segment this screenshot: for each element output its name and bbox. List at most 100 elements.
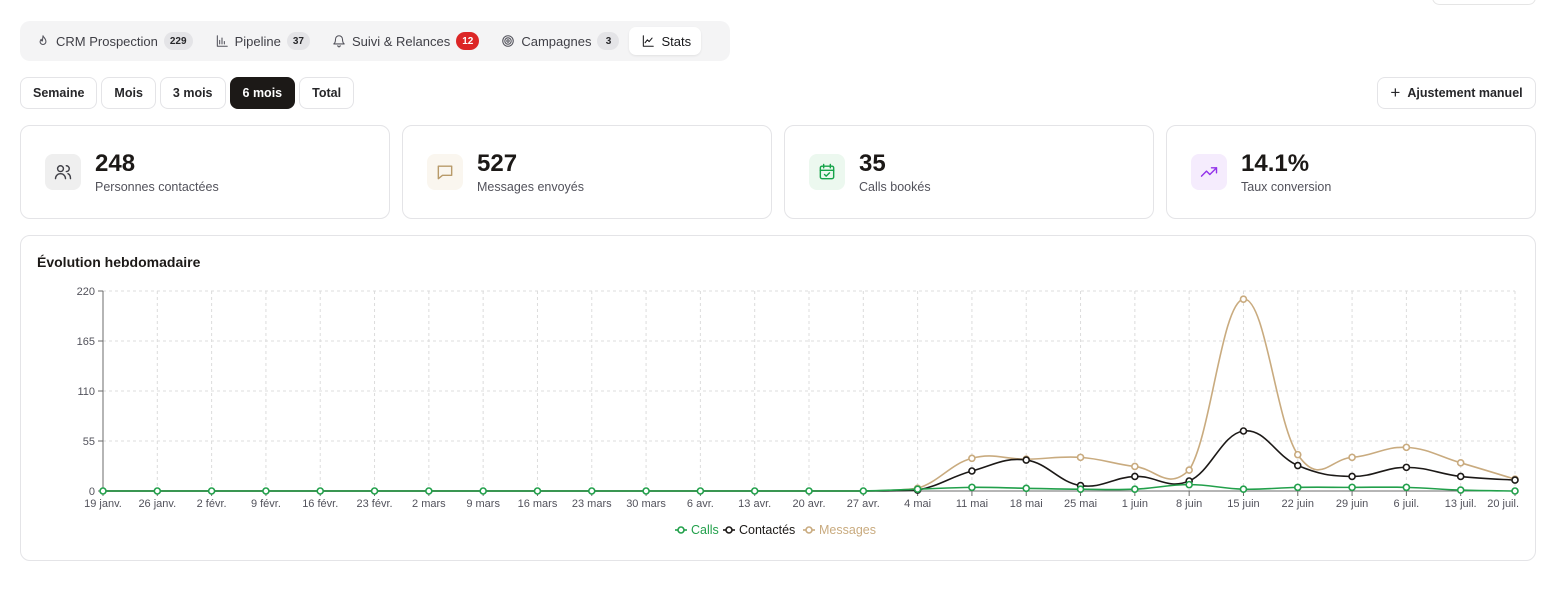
tab-label: Suivi & Relances — [351, 33, 451, 49]
kpi-label: Personnes contactées — [95, 180, 219, 194]
x-tick-label: 25 mai — [1064, 498, 1097, 510]
x-tick-label: 22 juin — [1282, 498, 1314, 510]
period-6-mois-button[interactable]: 6 mois — [229, 77, 296, 109]
kpi-value: 248 — [95, 150, 136, 177]
line-chart-icon — [643, 35, 655, 47]
data-point — [1511, 487, 1519, 495]
data-point — [1022, 484, 1031, 493]
x-tick-label: 6 juil. — [1394, 498, 1420, 510]
kpi-card-contacted: 248 Personnes contactées — [20, 125, 390, 219]
data-point — [1239, 485, 1248, 493]
tab-pipeline[interactable]: Pipeline 37 — [203, 27, 320, 55]
kpi-label: Calls bookés — [859, 180, 931, 194]
data-point — [1348, 483, 1356, 492]
y-tick-label: 55 — [83, 436, 95, 448]
count-badge: 12 — [456, 32, 480, 50]
data-point — [1131, 472, 1139, 481]
data-point — [1456, 459, 1465, 467]
data-point — [1185, 466, 1193, 474]
y-tick-label: 165 — [77, 336, 95, 348]
plus-icon: + — [1390, 82, 1401, 102]
data-point — [1239, 295, 1248, 303]
data-point — [1131, 462, 1139, 471]
data-point — [99, 487, 107, 495]
bar-chart-icon — [216, 35, 228, 47]
x-tick-label: 2 mars — [412, 498, 446, 510]
data-point — [479, 487, 487, 495]
x-tick-label: 1 juin — [1122, 498, 1148, 510]
data-point — [1456, 486, 1465, 494]
y-tick-label: 0 — [89, 486, 95, 498]
data-point — [1293, 450, 1302, 459]
count-badge: 229 — [163, 32, 193, 50]
target-icon — [502, 35, 515, 47]
trending-up-icon — [1191, 154, 1227, 190]
data-point — [1239, 427, 1248, 435]
data-point — [1185, 480, 1193, 489]
x-tick-label: 9 mars — [466, 498, 500, 510]
kpi-label: Messages envoyés — [477, 180, 585, 194]
x-tick-label: 16 févr. — [302, 498, 338, 510]
legend-label: Contactés — [739, 523, 795, 537]
tab-label: CRM Prospection — [56, 33, 158, 49]
data-point — [587, 487, 596, 495]
data-point — [1293, 483, 1302, 492]
x-tick-label: 9 févr. — [251, 498, 281, 510]
data-point — [968, 483, 976, 492]
data-point — [1402, 463, 1411, 472]
calendar-check-icon — [809, 154, 845, 190]
main-tabs: CRM Prospection 229 Pipeline 37 Suivi & … — [20, 21, 730, 61]
x-tick-label: 13 avr. — [738, 498, 771, 510]
x-tick-label: 26 janv. — [138, 498, 176, 510]
weekly-evolution-chart: 0 55 110 165 220 19 janv. 26 janv. 2 févr. 9 fév… — [77, 286, 1519, 537]
data-point — [425, 487, 433, 495]
data-point — [1456, 472, 1465, 481]
tab-stats[interactable]: Stats — [629, 27, 702, 55]
tab-label: Stats — [661, 33, 692, 49]
period-semaine-button[interactable]: Semaine — [20, 77, 98, 109]
y-tick-label: 220 — [77, 286, 95, 298]
count-badge: 3 — [597, 32, 620, 50]
tab-crm-prospection[interactable]: CRM Prospection 229 — [24, 27, 203, 55]
tab-campagnes[interactable]: Campagnes 3 — [489, 27, 629, 55]
period-filter: Semaine Mois 3 mois 6 mois Total — [20, 77, 355, 109]
data-point — [968, 467, 976, 475]
x-tick-label: 27 avr. — [847, 498, 880, 510]
chart-title: Évolution hebdomadaire — [37, 254, 201, 270]
legend-marker — [805, 526, 813, 534]
data-point — [1076, 453, 1085, 462]
data-point — [1131, 485, 1139, 493]
period-total-button[interactable]: Total — [299, 77, 355, 109]
data-point — [1511, 476, 1519, 484]
data-point — [696, 487, 705, 495]
data-point — [1076, 485, 1085, 493]
manual-adjustment-button[interactable]: + Ajustement manuel — [1377, 77, 1536, 109]
data-point — [1402, 443, 1411, 452]
tab-suivi-relances[interactable]: Suivi & Relances 12 — [320, 27, 489, 55]
x-tick-label: 23 févr. — [356, 498, 392, 510]
kpi-value: 527 — [477, 150, 518, 177]
period-3-mois-button[interactable]: 3 mois — [159, 77, 226, 109]
data-point — [750, 487, 759, 495]
data-point — [153, 487, 162, 495]
message-icon — [427, 154, 463, 190]
legend-marker — [725, 526, 733, 534]
kpi-card-messages: 527 Messages envoyés — [402, 125, 772, 219]
count-badge: 37 — [286, 32, 310, 50]
weekly-evolution-card: Évolution hebdomadaire 0 55 110 165 220 19 ja… — [20, 235, 1536, 561]
x-tick-label: 16 mars — [518, 498, 558, 510]
x-tick-label: 15 juin — [1227, 498, 1259, 510]
data-point — [370, 487, 379, 495]
data-point — [207, 487, 216, 495]
data-point — [913, 485, 922, 493]
x-tick-label: 2 févr. — [197, 498, 227, 510]
data-point — [1293, 461, 1302, 470]
kpi-value: 35 — [859, 150, 886, 177]
x-tick-label: 11 mai — [956, 498, 988, 510]
data-point — [1348, 472, 1356, 481]
x-tick-label: 6 avr. — [687, 498, 714, 510]
period-mois-button[interactable]: Mois — [101, 77, 156, 109]
top-right-control[interactable] — [1432, 0, 1536, 5]
data-point — [968, 454, 976, 463]
legend-label: Messages — [819, 523, 876, 537]
